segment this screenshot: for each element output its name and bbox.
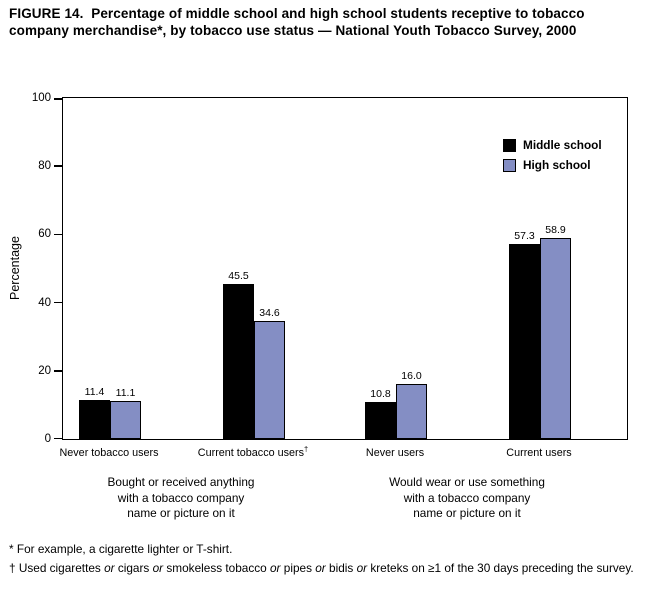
footnote-segment: smokeless tobacco (163, 561, 270, 575)
legend-row-middle-school: Middle school (503, 138, 602, 152)
y-tick-mark-80 (54, 165, 62, 167)
bar-middle-school-never-users (365, 402, 396, 439)
bar-value-high-school-current-users: 58.9 (545, 224, 566, 236)
footnote-segment: † Used cigarettes (9, 561, 105, 575)
footnote-segment: or (356, 561, 368, 575)
y-tick-label-80: 80 (38, 160, 51, 173)
bar-value-middle-school-never-users: 10.8 (370, 388, 391, 400)
y-tick-mark-0 (54, 437, 62, 439)
footnote-segment: or (104, 561, 115, 575)
bar-group-never-users: 10.8 16.0 (365, 98, 427, 439)
bar-middle-school-current-tobacco-users (223, 284, 254, 439)
y-tick-mark-20 (54, 370, 62, 372)
caption-line: Bought or received anything (107, 475, 255, 489)
caption-line: name or picture on it (127, 506, 235, 520)
dagger-superscript: † (304, 444, 309, 454)
bar-group-never-tobacco-users: 11.4 11.1 (79, 98, 141, 439)
plot-area: Middle school High school 0 20 40 60 80 100 11.… (32, 92, 628, 445)
bar-value-high-school-never-users: 16.0 (401, 370, 422, 382)
bar-value-middle-school-current-users: 57.3 (514, 230, 535, 242)
legend-label-high-school: High school (523, 158, 591, 172)
caption-line: with a tobacco company (117, 490, 245, 505)
bar-middle-school-never-tobacco-users (79, 400, 110, 439)
bar-high-school-current-tobacco-users (254, 321, 285, 439)
legend-swatch-middle-school (503, 138, 516, 152)
y-tick-mark-100 (54, 98, 62, 100)
footnote-segment: or (269, 561, 281, 575)
footnote-segment: or (152, 561, 164, 575)
footnote-segment: pipes (280, 561, 316, 575)
category-label-current-users: Current users (506, 447, 572, 459)
y-tick-mark-60 (54, 233, 62, 236)
group-caption-2: Would wear or use something with a tobacc… (347, 475, 587, 522)
y-tick-label-40: 40 (38, 296, 51, 309)
footnote-segment: * For example, a cigarette lighter or T-… (9, 542, 233, 556)
bar-high-school-never-users (396, 384, 427, 439)
bar-high-school-never-tobacco-users (110, 401, 141, 439)
footnote-segment: kreteks on ≥1 of the 30 days preceding t… (367, 561, 634, 575)
bar-value-middle-school-current-tobacco-users: 45.5 (228, 270, 249, 282)
caption-line: name or picture on it (413, 506, 521, 520)
bar-value-high-school-never-tobacco-users: 11.1 (115, 387, 136, 399)
legend-swatch-high-school (503, 158, 516, 172)
figure-title: FIGURE 14. Percentage of middle school a… (9, 6, 585, 38)
caption-line: Would wear or use something (389, 475, 545, 489)
category-label-never-tobacco-users: Never tobacco users (59, 447, 159, 459)
footnote-dagger: † Used cigarettes or cigars or smokeless… (9, 561, 646, 576)
y-tick-label-0: 0 (44, 433, 51, 445)
category-label-current-tobacco-users: Current tobacco users† (197, 444, 309, 459)
bar-group-current-users: 57.3 58.9 (509, 98, 571, 439)
footnote-segment: cigars (114, 561, 153, 575)
footnote-segment: bidis (325, 561, 357, 575)
legend: Middle school High school (503, 138, 602, 178)
footnote-segment: or (315, 561, 326, 575)
y-tick-mark-40 (54, 301, 62, 304)
bar-group-current-tobacco-users: 45.5 34.6 (223, 98, 285, 439)
caption-line: with a tobacco company (403, 490, 531, 505)
bar-value-high-school-current-tobacco-users: 34.6 (259, 307, 280, 319)
y-tick-label-20: 20 (38, 364, 51, 377)
bar-high-school-current-users (540, 238, 571, 439)
y-tick-label-60: 60 (38, 228, 51, 241)
bar-middle-school-current-users (509, 244, 540, 439)
category-label-never-users: Never users (365, 447, 425, 459)
bar-value-middle-school-never-tobacco-users: 11.4 (84, 386, 105, 398)
legend-label-middle-school: Middle school (523, 138, 602, 152)
legend-row-high-school: High school (503, 158, 602, 172)
y-tick-label-100: 100 (31, 92, 51, 104)
footnote-asterisk: * For example, a cigarette lighter or T-… (9, 542, 646, 557)
y-axis-label: Percentage (8, 236, 22, 301)
group-caption-1: Bought or received anything with a tobacc… (61, 475, 301, 522)
x-axis-category-labels: Never tobacco users Current tobacco users… (59, 444, 628, 463)
